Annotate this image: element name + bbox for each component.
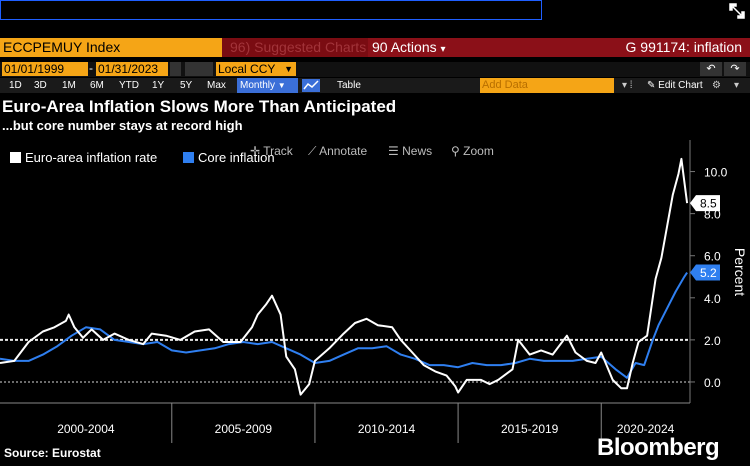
legend-item-core: Core inflation — [183, 150, 275, 165]
expand-icon[interactable] — [728, 2, 746, 20]
legend-item-euro: Euro-area inflation rate — [10, 150, 157, 165]
settings-icon[interactable]: ⚙ — [712, 80, 721, 91]
y-tick-label: 6.0 — [704, 250, 721, 264]
news-label: News — [402, 144, 433, 158]
period-button-5y[interactable]: 5Y — [180, 80, 193, 91]
track-icon: ✛ — [250, 144, 261, 158]
chart-title: Euro-Area Inflation Slows More Than Anti… — [2, 97, 397, 116]
period-button-max[interactable]: Max — [207, 80, 226, 91]
period-button-6m[interactable]: 6M — [90, 80, 104, 91]
frequency-select[interactable]: Monthly ▼ — [237, 78, 298, 93]
table-button[interactable]: Table — [337, 80, 361, 91]
series-line-core — [0, 272, 688, 379]
chevron-down-icon: ▼ — [277, 81, 286, 90]
bloomberg-logo: Bloomberg — [597, 434, 720, 461]
zoom-label: Zoom — [463, 144, 494, 158]
last-value-label-core: 5.2 — [690, 264, 720, 281]
chart-subtitle: ...but core number stays at record high — [2, 118, 243, 133]
currency-select[interactable]: Local CCY ▼ — [216, 62, 296, 76]
x-tick-label: 2005-2009 — [215, 422, 273, 436]
redo-icon[interactable]: ↷ — [724, 62, 746, 76]
x-tick-label: 2000-2004 — [57, 422, 115, 436]
track-tool[interactable]: ✛ Track — [250, 144, 293, 158]
chevron-down-icon: ▾ — [440, 44, 446, 55]
legend-label-core: Core inflation — [198, 150, 275, 165]
security-ticker-field[interactable]: ECCPEMUY Index — [0, 38, 222, 57]
zoom-icon: ⚲ — [451, 144, 460, 158]
y-tick-label: 0.0 — [704, 376, 721, 390]
annotate-icon: ⟋ — [308, 144, 317, 158]
annotate-tool[interactable]: ⟋ Annotate — [308, 144, 367, 159]
add-data-input[interactable]: Add Data — [480, 78, 614, 93]
y-tick-label: 4.0 — [704, 292, 721, 306]
y-axis-title: Percent — [732, 248, 748, 296]
command-line-input[interactable] — [0, 0, 542, 20]
annotate-label: Annotate — [319, 144, 368, 158]
actions-label: 90 Actions — [372, 39, 437, 55]
legend-swatch-white — [10, 152, 21, 163]
legend-swatch-blue — [183, 152, 194, 163]
source-note: Source: Eurostat — [4, 446, 101, 460]
date-separator: - — [89, 61, 93, 75]
period-button-3d[interactable]: 3D — [34, 80, 47, 91]
date-options-icon[interactable] — [185, 62, 213, 76]
suggested-charts-button[interactable]: 96) Suggested Charts — [222, 38, 368, 57]
actions-menu-button[interactable]: 90 Actions ▾ — [368, 38, 454, 57]
news-icon: ☰ — [388, 144, 399, 158]
period-button-1y[interactable]: 1Y — [152, 80, 165, 91]
more-icon[interactable]: ▾ — [734, 80, 740, 91]
news-tool[interactable]: ☰ News — [388, 144, 432, 158]
track-label: Track — [263, 144, 293, 158]
frequency-label: Monthly — [240, 80, 276, 91]
currency-label: Local CCY — [218, 62, 276, 76]
x-tick-label: 2015-2019 — [501, 422, 559, 436]
undo-icon[interactable]: ↶ — [700, 62, 722, 76]
zoom-tool[interactable]: ⚲ Zoom — [451, 144, 494, 158]
end-date-field[interactable]: 01/31/2023 — [96, 62, 168, 76]
calendar-icon[interactable] — [170, 62, 181, 76]
series-line-euro — [0, 157, 689, 396]
chart-id-label: G 991174: inflation — [454, 38, 750, 57]
dropdown-arrows-icon[interactable]: ▾ ⁞ — [622, 80, 633, 91]
line-chart-icon[interactable] — [302, 79, 320, 92]
period-button-1d[interactable]: 1D — [9, 80, 22, 91]
edit-chart-button[interactable]: ✎ Edit Chart — [647, 80, 703, 91]
y-tick-label: 10.0 — [704, 166, 728, 180]
y-tick-label: 2.0 — [704, 334, 721, 348]
chevron-down-icon: ▼ — [284, 64, 293, 74]
last-value-label-euro: 8.5 — [690, 195, 720, 212]
svg-text:8.5: 8.5 — [700, 197, 717, 211]
legend-label-euro: Euro-area inflation rate — [25, 150, 158, 165]
svg-text:5.2: 5.2 — [700, 266, 717, 280]
start-date-field[interactable]: 01/01/1999 — [2, 62, 88, 76]
x-tick-label: 2010-2014 — [358, 422, 416, 436]
x-tick-label: 2020-2024 — [617, 422, 675, 436]
y-tick-label: 8.0 — [704, 208, 721, 222]
edit-chart-label: Edit Chart — [658, 80, 703, 91]
period-button-1m[interactable]: 1M — [62, 80, 76, 91]
period-button-ytd[interactable]: YTD — [119, 80, 139, 91]
